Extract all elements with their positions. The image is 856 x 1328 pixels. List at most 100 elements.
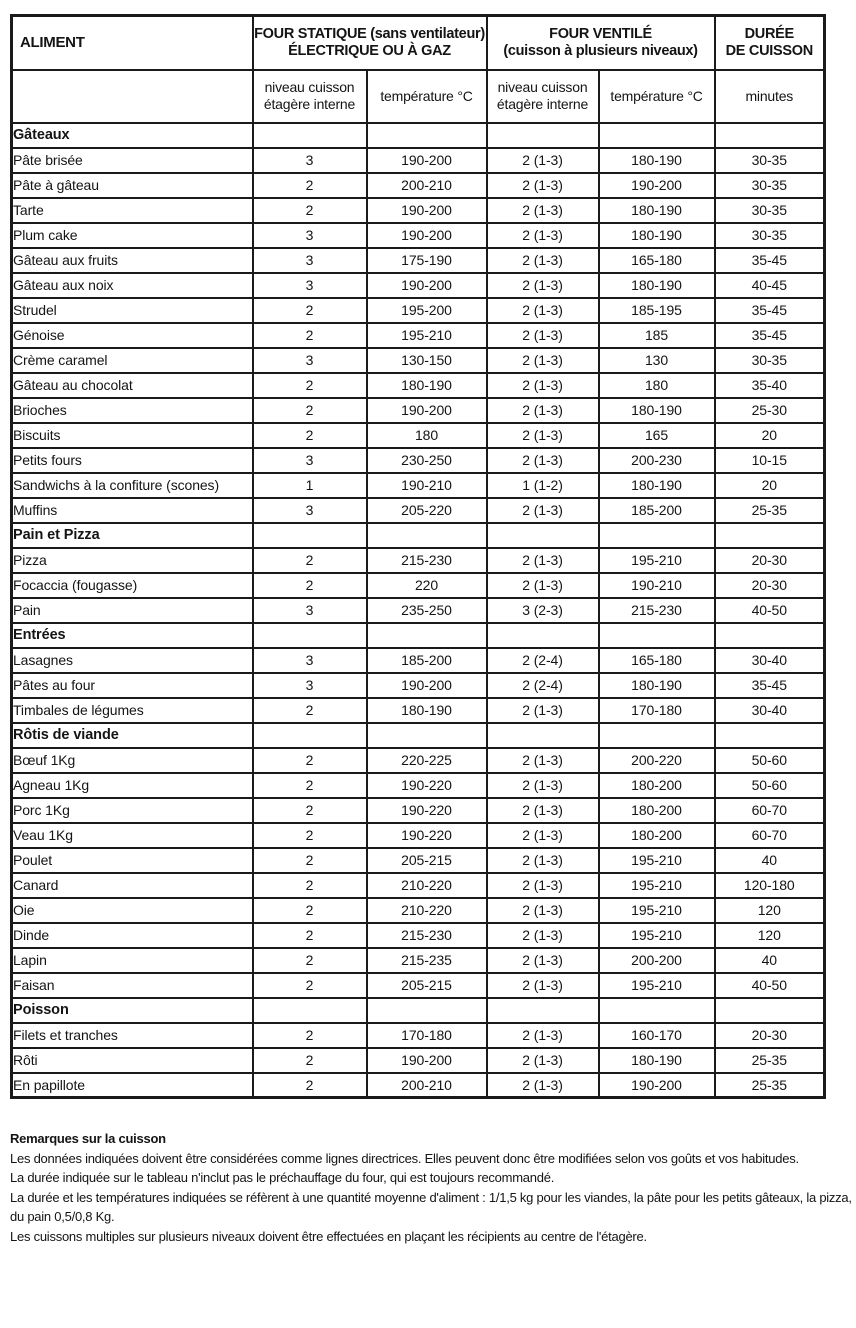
static-temp-cell: 215-235 bbox=[365, 946, 488, 974]
food-name: Lapin bbox=[10, 946, 254, 974]
static-temp-cell: 205-215 bbox=[365, 971, 488, 999]
minutes-cell: 40-50 bbox=[713, 971, 826, 999]
notes-lines: Les données indiquées doivent être consi… bbox=[10, 1149, 854, 1247]
fan-temp-cell: 165 bbox=[597, 421, 716, 449]
empty-cell bbox=[365, 621, 488, 649]
fan-level-cell: 2 (2-4) bbox=[485, 646, 600, 674]
minutes-cell: 25-30 bbox=[713, 396, 826, 424]
minutes-cell: 30-40 bbox=[713, 696, 826, 724]
section-label: Gâteaux bbox=[10, 121, 254, 149]
food-row: Pâte à gâteau 2 200-210 2 (1-3) 190-200 30-35 bbox=[10, 171, 826, 199]
header-fan-level: niveau cuisson étagère interne bbox=[485, 68, 600, 124]
header-fan-oven-line1: FOUR VENTILÉ bbox=[549, 25, 652, 42]
static-level-cell: 3 bbox=[251, 446, 368, 474]
fan-level-cell: 2 (1-3) bbox=[485, 1071, 600, 1099]
fan-level-cell: 2 (1-3) bbox=[485, 346, 600, 374]
food-row: Oie 2 210-220 2 (1-3) 195-210 120 bbox=[10, 896, 826, 924]
empty-cell bbox=[485, 521, 600, 549]
section-row: Gâteaux bbox=[10, 121, 826, 149]
static-level-cell: 2 bbox=[251, 946, 368, 974]
static-level-cell: 2 bbox=[251, 871, 368, 899]
minutes-cell: 40 bbox=[713, 846, 826, 874]
header-duration: DURÉE DE CUISSON bbox=[713, 14, 826, 71]
static-level-cell: 2 bbox=[251, 296, 368, 324]
fan-level-cell: 2 (1-3) bbox=[485, 146, 600, 174]
empty-cell bbox=[597, 621, 716, 649]
section-label: Poisson bbox=[10, 996, 254, 1024]
fan-level-cell: 2 (1-3) bbox=[485, 196, 600, 224]
fan-temp-cell: 180-200 bbox=[597, 771, 716, 799]
section-label: Entrées bbox=[10, 621, 254, 649]
fan-temp-cell: 130 bbox=[597, 346, 716, 374]
static-temp-cell: 210-220 bbox=[365, 896, 488, 924]
food-name: Muffins bbox=[10, 496, 254, 524]
header-duration-line2: DE CUISSON bbox=[725, 42, 814, 59]
static-level-cell: 3 bbox=[251, 346, 368, 374]
fan-level-cell: 2 (1-3) bbox=[485, 271, 600, 299]
static-level-cell: 2 bbox=[251, 696, 368, 724]
static-level-cell: 2 bbox=[251, 771, 368, 799]
static-temp-cell: 220 bbox=[365, 571, 488, 599]
fan-temp-cell: 190-200 bbox=[597, 171, 716, 199]
minutes-cell: 40-50 bbox=[713, 596, 826, 624]
static-temp-cell: 170-180 bbox=[365, 1021, 488, 1049]
food-name: Pâte brisée bbox=[10, 146, 254, 174]
cooking-notes: Remarques sur la cuisson Les données ind… bbox=[10, 1129, 854, 1246]
static-level-cell: 2 bbox=[251, 171, 368, 199]
food-row: Faisan 2 205-215 2 (1-3) 195-210 40-50 bbox=[10, 971, 826, 999]
fan-temp-cell: 200-230 bbox=[597, 446, 716, 474]
food-row: Petits fours 3 230-250 2 (1-3) 200-230 10-15 bbox=[10, 446, 826, 474]
food-name: Plum cake bbox=[10, 221, 254, 249]
fan-level-cell: 2 (1-3) bbox=[485, 546, 600, 574]
minutes-cell: 30-35 bbox=[713, 221, 826, 249]
static-temp-cell: 190-220 bbox=[365, 796, 488, 824]
fan-level-cell: 2 (1-3) bbox=[485, 971, 600, 999]
static-level-cell: 1 bbox=[251, 471, 368, 499]
static-temp-cell: 195-200 bbox=[365, 296, 488, 324]
minutes-cell: 20 bbox=[713, 421, 826, 449]
static-level-cell: 2 bbox=[251, 421, 368, 449]
section-row: Entrées bbox=[10, 621, 826, 649]
empty-cell bbox=[485, 721, 600, 749]
empty-cell bbox=[251, 996, 368, 1024]
static-level-cell: 2 bbox=[251, 321, 368, 349]
static-level-cell: 3 bbox=[251, 596, 368, 624]
section-row: Pain et Pizza bbox=[10, 521, 826, 549]
static-level-cell: 2 bbox=[251, 196, 368, 224]
static-temp-cell: 130-150 bbox=[365, 346, 488, 374]
food-name: Crème caramel bbox=[10, 346, 254, 374]
header-row-sub: niveau cuisson étagère interne températu… bbox=[10, 68, 826, 124]
static-temp-cell: 205-220 bbox=[365, 496, 488, 524]
static-level-cell: 2 bbox=[251, 1021, 368, 1049]
header-fan-level-line2: étagère interne bbox=[496, 96, 589, 112]
header-static-oven: FOUR STATIQUE (sans ventilateur) ÉLECTRI… bbox=[251, 14, 488, 71]
fan-level-cell: 2 (1-3) bbox=[485, 296, 600, 324]
static-level-cell: 2 bbox=[251, 796, 368, 824]
empty-cell bbox=[365, 121, 488, 149]
static-temp-cell: 180-190 bbox=[365, 696, 488, 724]
food-row: Poulet 2 205-215 2 (1-3) 195-210 40 bbox=[10, 846, 826, 874]
food-name: Porc 1Kg bbox=[10, 796, 254, 824]
header-static-level: niveau cuisson étagère interne bbox=[251, 68, 368, 124]
fan-temp-cell: 195-210 bbox=[597, 971, 716, 999]
food-name: Oie bbox=[10, 896, 254, 924]
food-name: Focaccia (fougasse) bbox=[10, 571, 254, 599]
fan-temp-cell: 160-170 bbox=[597, 1021, 716, 1049]
food-name: Pâte à gâteau bbox=[10, 171, 254, 199]
header-empty-cell bbox=[10, 68, 254, 124]
food-row: Lasagnes 3 185-200 2 (2-4) 165-180 30-40 bbox=[10, 646, 826, 674]
food-name: Agneau 1Kg bbox=[10, 771, 254, 799]
fan-level-cell: 2 (1-3) bbox=[485, 321, 600, 349]
empty-cell bbox=[713, 721, 826, 749]
fan-level-cell: 2 (1-3) bbox=[485, 371, 600, 399]
static-temp-cell: 230-250 bbox=[365, 446, 488, 474]
static-temp-cell: 180-190 bbox=[365, 371, 488, 399]
empty-cell bbox=[365, 996, 488, 1024]
food-name: Lasagnes bbox=[10, 646, 254, 674]
static-temp-cell: 190-220 bbox=[365, 821, 488, 849]
empty-cell bbox=[713, 121, 826, 149]
note-line: Les cuissons multiples sur plusieurs niv… bbox=[10, 1228, 647, 1244]
static-level-cell: 3 bbox=[251, 221, 368, 249]
notes-title: Remarques sur la cuisson bbox=[10, 1131, 166, 1146]
food-name: Veau 1Kg bbox=[10, 821, 254, 849]
